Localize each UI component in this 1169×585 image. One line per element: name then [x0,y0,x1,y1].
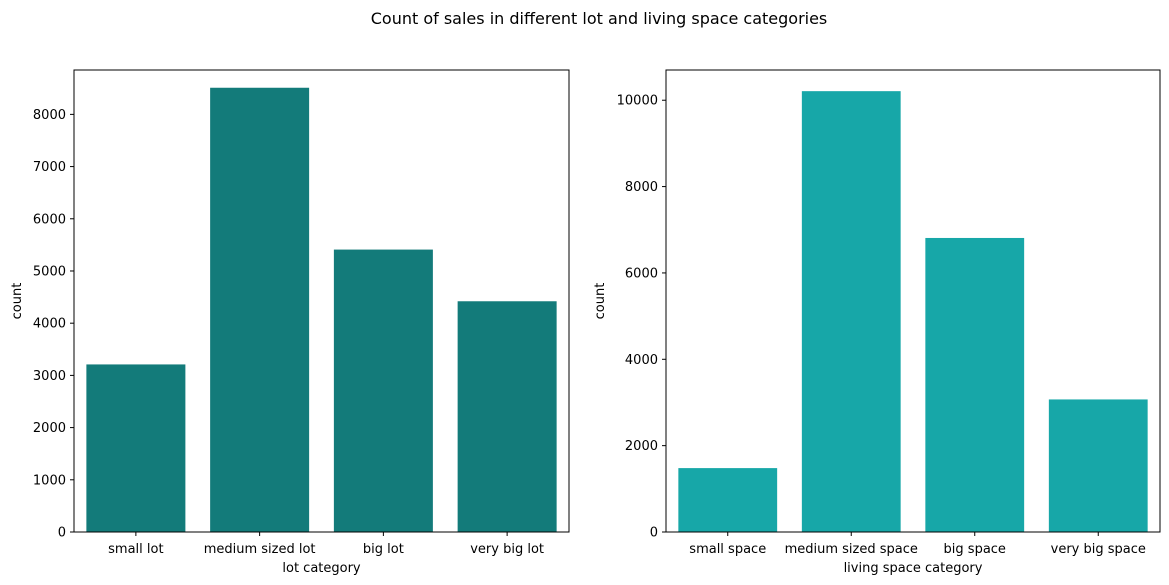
x-tick-label: big space [944,542,1006,557]
y-tick-label: 0 [58,526,66,541]
bar [210,87,310,532]
y-tick-label: 7000 [33,160,66,175]
y-tick-label: 4000 [33,317,66,332]
x-tick-label: small lot [108,542,163,557]
bar [457,301,557,532]
y-axis-label: count [593,283,608,320]
y-tick-label: 6000 [625,266,658,281]
y-tick-label: 6000 [33,212,66,227]
x-tick-label: medium sized space [785,542,918,557]
x-tick-label: very big space [1051,542,1146,557]
y-tick-label: 2000 [33,421,66,436]
chart-panel-1: small lot medium sized lot big lot very big… [10,69,570,576]
x-tick-label: small space [689,542,766,557]
x-tick-label: big lot [363,542,404,557]
y-tick-label: 8000 [33,108,66,123]
y-tick-label: 3000 [33,369,66,384]
x-tick-label: medium sized lot [204,542,316,557]
y-tick-label: 4000 [625,353,658,368]
y-axis-label: count [10,283,25,320]
x-axis-label: lot category [282,561,361,576]
bar [86,364,186,532]
y-tick-label: 10000 [617,94,658,109]
y-tick-label: 5000 [33,264,66,279]
y-tick-label: 2000 [625,439,658,454]
bar [801,91,901,532]
bar [678,468,778,532]
axes-frame [665,69,1161,533]
x-tick-label: very big lot [470,542,544,557]
axes-frame [73,69,570,533]
y-tick-label: 0 [650,526,658,541]
figure-title: Count of sales in different lot and livi… [371,9,828,28]
bar [925,237,1025,532]
y-tick-label: 8000 [625,180,658,195]
bar [333,249,433,532]
bar [1048,399,1148,532]
chart-panel-2: small space medium sized space big space ve… [593,69,1161,576]
x-axis-label: living space category [844,561,983,576]
y-tick-label: 1000 [33,473,66,488]
